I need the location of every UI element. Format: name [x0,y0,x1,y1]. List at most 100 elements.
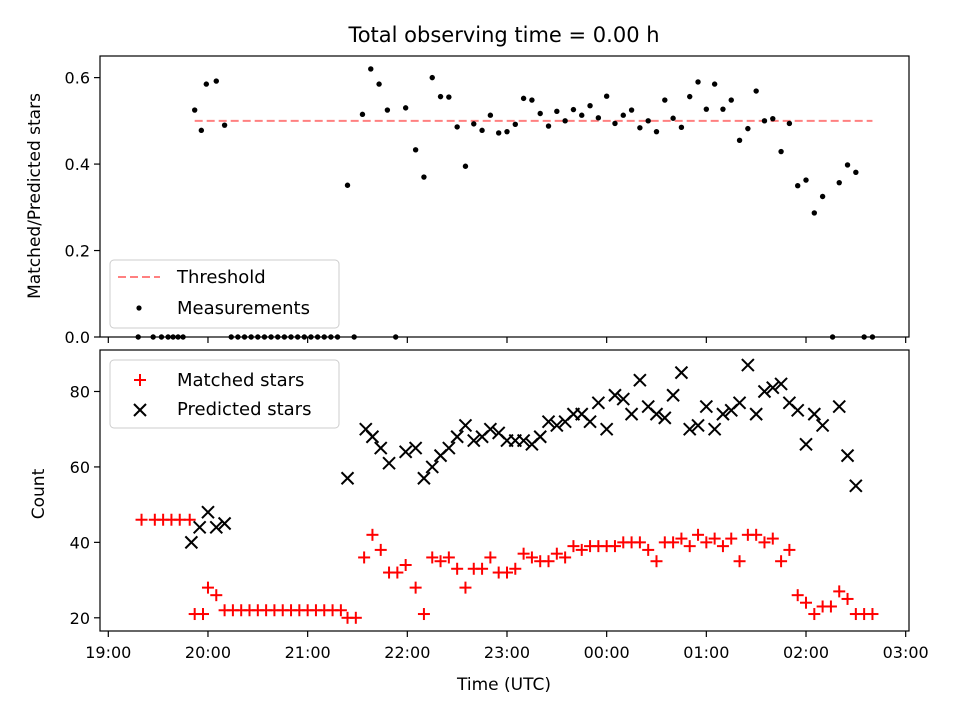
top-panel: 0.0 0.2 0.4 0.6 Matched/Predicted stars Thr… [25,55,910,347]
predicted-point [649,407,664,421]
predicted-point [583,414,597,429]
predicted-point [633,373,647,387]
matched-point [692,528,705,541]
predicted-point [192,520,207,534]
matched-point [399,558,412,571]
y-tick-label: 20 [70,609,90,628]
matched-point [484,551,497,564]
matched-point [391,566,404,579]
matched-point [374,543,387,556]
measurement-point [819,193,826,200]
measurement-point [446,94,452,100]
measurement-point [761,118,768,124]
measurement-point [221,122,228,128]
matched-point [716,540,729,553]
x-tick-label: 20:00 [185,643,231,662]
measurement-point [479,127,485,134]
measurement-point [462,163,469,169]
matched-point [135,513,148,526]
measurement-point [811,210,818,216]
legend-predicted-swatch [133,403,147,417]
matched-point [758,536,771,549]
predicted-point [757,384,772,399]
measurement-point [587,103,593,109]
measurement-point [653,128,660,135]
predicted-point [666,388,680,402]
predicted-point [774,377,788,391]
matched-point [500,566,513,579]
y-tick-label: 0.2 [65,242,90,261]
bottom-marks [135,358,879,624]
top-axes-frame [99,55,910,338]
matched-point [426,551,439,564]
measurement-point [537,110,543,117]
measurement-point [695,79,701,85]
measurement-point [512,121,518,128]
predicted-point [658,411,672,425]
x-tick-label: 23:00 [484,643,530,662]
measurement-point [687,93,693,100]
measurement-point [670,115,676,121]
legend-threshold-label: Threshold [176,267,266,288]
y-tick-label: 40 [70,533,90,552]
predicted-point [624,407,639,421]
legend-matched-label: Matched stars [177,370,304,391]
predicted-point [442,441,456,455]
matched-point [733,555,746,568]
predicted-point [732,396,747,410]
measurement-point [678,124,685,131]
predicted-point [674,365,689,380]
measurement-point [770,115,776,122]
measurement-point [795,182,801,189]
matched-point [667,536,680,549]
legend-matched-swatch [134,374,146,386]
matched-point [525,551,538,564]
matched-point [476,562,489,575]
matched-point [451,562,464,575]
y-tick-label: 0.6 [65,69,90,88]
predicted-point [398,445,413,459]
matched-point [442,551,455,564]
measurement-point [728,97,734,103]
measurement-point [579,112,585,118]
predicted-point [616,392,630,406]
predicted-point [340,471,355,485]
predicted-point [766,381,780,395]
predicted-point [591,396,606,410]
matched-point [800,596,813,609]
matched-point [650,555,663,568]
predicted-point [533,430,547,444]
predicted-point [425,460,439,474]
x-tick-label: 00:00 [584,643,630,662]
measurement-point [720,106,726,112]
predicted-point [217,516,232,531]
measurement-point [504,128,510,135]
measurement-point [612,120,618,127]
bottom-y-ticks: 20 40 60 80 [70,382,100,628]
x-tick-label: 03:00 [883,643,929,662]
measurement-point [402,105,409,111]
measurement-point [637,125,643,131]
measurement-point [645,118,651,124]
x-tick-label: 21:00 [285,643,331,662]
measurement-point [191,107,198,113]
measurement-point [203,81,210,87]
predicted-point [741,358,755,372]
matched-point [409,581,422,594]
matched-point [559,551,572,564]
measurement-point [736,137,743,143]
predicted-point [417,471,431,485]
matched-point [434,555,447,568]
top-y-ticks: 0.0 0.2 0.4 0.6 [65,69,100,347]
matched-point [334,604,347,617]
top-y-axis-label: Matched/Predicted stars [25,93,45,299]
x-axis-label: Time (UTC) [456,675,551,695]
predicted-point [365,430,380,444]
matched-point [633,536,646,549]
matched-point [766,532,779,545]
bottom-axes-frame [99,349,910,632]
matched-point [675,532,688,545]
matched-point [775,555,788,568]
measurement-point [803,177,809,183]
